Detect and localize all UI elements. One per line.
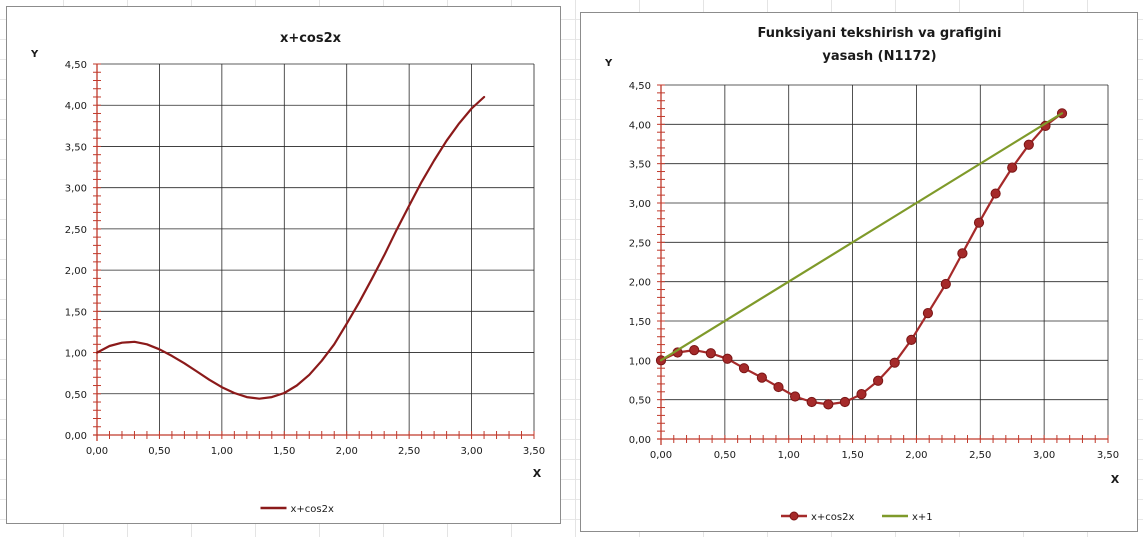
- left-legend-label-1: x+cos2x: [291, 504, 334, 515]
- right-data-point: [839, 396, 851, 408]
- left-chart-title: x+cos2x: [280, 31, 342, 46]
- left-x-tick-label: 0,50: [148, 446, 170, 457]
- left-chart-title-line: x+cos2x: [280, 31, 342, 46]
- right-chart-title-line: Funksiyani tekshirish va grafigini: [758, 26, 1002, 41]
- left-y-tick-label: 2,00: [65, 266, 87, 277]
- chart-right[interactable]: Funksiyani tekshirish va grafigini yasash…: [580, 12, 1138, 532]
- right-data-point: [957, 248, 968, 259]
- left-y-tick-label: 1,50: [65, 307, 87, 318]
- right-data-point: [773, 381, 784, 393]
- right-x-axis-label: X: [1111, 473, 1120, 486]
- right-y-tick-label: 1,50: [629, 317, 651, 328]
- right-x-tick-label: 0,50: [714, 450, 736, 461]
- right-data-point: [722, 353, 733, 364]
- left-y-axis-label: Y: [30, 49, 39, 60]
- right-series-line-1: [659, 112, 1064, 406]
- left-y-tick-label: 2,50: [65, 225, 87, 236]
- right-x-tick-label: 0,00: [650, 450, 672, 461]
- left-x-axis-label: X: [533, 467, 542, 480]
- left-x-tick-label: 1,00: [211, 446, 233, 457]
- right-x-tick-label: 2,50: [969, 450, 991, 461]
- right-y-tick-label: 4,00: [629, 120, 651, 131]
- right-data-point: [1007, 162, 1018, 173]
- right-x-tick-label: 1,00: [778, 450, 800, 461]
- right-data-point: [1023, 139, 1034, 150]
- right-y-axis-label: Y: [604, 58, 613, 69]
- left-y-tick-label: 3,00: [65, 184, 87, 195]
- right-data-point: [990, 188, 1001, 199]
- right-data-point: [973, 217, 985, 228]
- right-data-point: [756, 372, 767, 383]
- right-legend-label-2: x+1: [912, 512, 933, 523]
- right-y-tick-label: 2,50: [629, 238, 651, 249]
- left-series-line-1: [95, 95, 486, 400]
- left-y-tick-label: 1,00: [65, 349, 87, 360]
- right-data-point: [856, 389, 867, 400]
- right-data-point: [889, 357, 900, 368]
- right-y-tick-label: 0,00: [629, 435, 651, 446]
- right-data-point: [806, 396, 817, 408]
- right-x-tick-label: 2,00: [905, 450, 927, 461]
- right-data-point: [738, 363, 750, 374]
- right-legend-marker-1: [789, 511, 799, 521]
- right-data-point: [705, 348, 716, 359]
- chart-right-plot: Funksiyani tekshirish va grafigini yasash…: [604, 26, 1120, 523]
- left-x-tick-label: 3,50: [523, 446, 545, 457]
- left-x-tick-label: 0,00: [86, 446, 108, 457]
- right-y-tick-label: 4,50: [629, 81, 651, 92]
- left-x-tick-label: 3,00: [460, 446, 482, 457]
- left-x-tick-label: 2,00: [336, 446, 358, 457]
- right-data-point: [689, 345, 700, 356]
- right-legend-label-1: x+cos2x: [811, 512, 854, 523]
- right-y-tick-label: 3,50: [629, 160, 651, 171]
- right-y-tick-label: 1,00: [629, 356, 651, 367]
- chart-left-plot: x+cos2x 0,00 0,50 1,00 1,50 2,00 2,50 3,00 3,50 4…: [30, 31, 545, 515]
- chart-left[interactable]: x+cos2x 0,00 0,50 1,00 1,50 2,00 2,50 3,00 3,50 4…: [6, 6, 561, 524]
- right-chart-title: Funksiyani tekshirish va grafigini yasash…: [758, 26, 1002, 64]
- right-data-point: [823, 399, 834, 410]
- left-y-tick-label: 4,00: [65, 101, 87, 112]
- left-y-tick-label: 0,00: [65, 431, 87, 442]
- right-x-tick-label: 3,50: [1097, 450, 1119, 461]
- right-data-point: [906, 334, 917, 345]
- right-x-tick-label: 1,50: [841, 450, 863, 461]
- right-y-tick-label: 0,50: [629, 396, 651, 407]
- left-x-tick-label: 2,50: [398, 446, 420, 457]
- right-data-point: [790, 391, 801, 402]
- left-y-tick-label: 4,50: [65, 60, 87, 71]
- right-series-line-2: [659, 112, 1064, 362]
- left-y-tick-label: 3,50: [65, 142, 87, 153]
- left-x-tick-label: 1,50: [273, 446, 295, 457]
- right-data-point: [940, 278, 951, 290]
- right-data-point: [922, 308, 934, 319]
- right-y-tick-label: 2,00: [629, 278, 651, 289]
- right-data-point: [873, 375, 884, 386]
- left-y-tick-label: 0,50: [65, 390, 87, 401]
- right-chart-title-line: yasash (N1172): [822, 49, 936, 64]
- right-x-tick-label: 3,00: [1033, 450, 1055, 461]
- right-y-tick-label: 3,00: [629, 199, 651, 210]
